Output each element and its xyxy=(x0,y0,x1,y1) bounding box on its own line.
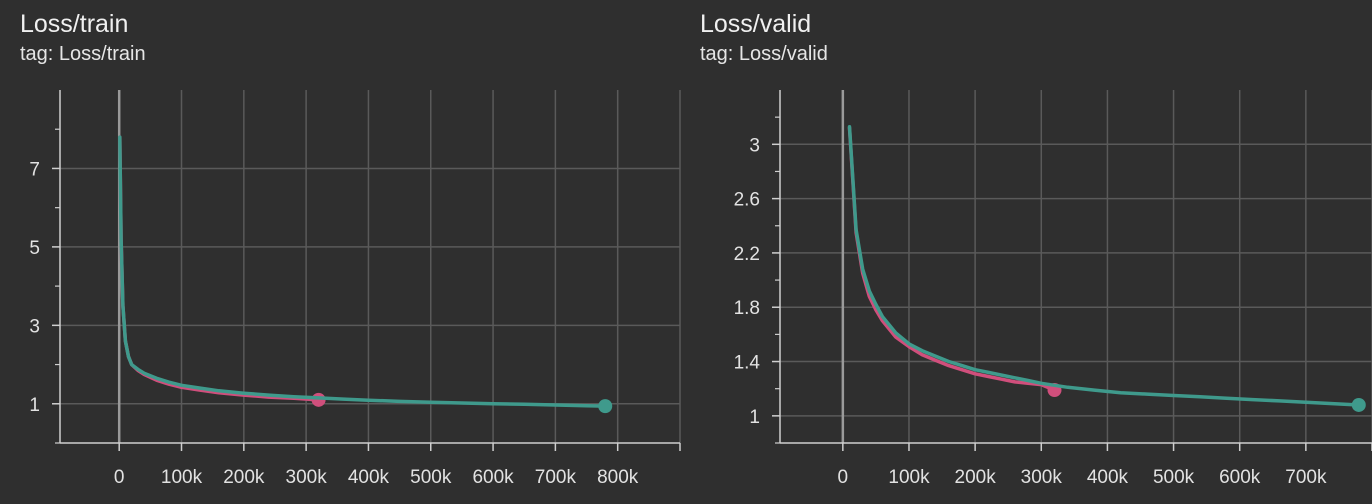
x-tick-label: 600k xyxy=(1219,467,1261,488)
series-line xyxy=(847,126,1057,392)
x-tick-label: 300k xyxy=(1021,467,1063,488)
x-tick-label: 500k xyxy=(410,467,452,488)
chart-panel-train: Loss/train tag: Loss/train 1 3 5 7 0 100k 200k… xyxy=(20,10,681,488)
y-tick-label: 1.4 xyxy=(734,353,761,374)
y-tick-label: 1 xyxy=(29,395,40,416)
y-tick-label: 2.2 xyxy=(734,244,760,265)
loss-valid-chart: 1 1.4 1.8 2.2 2.6 3 0 100k 200k 300k 400k 500k 600k 7… xyxy=(734,90,1372,488)
y-tick-label: 1 xyxy=(749,407,760,428)
x-tick-label: 700k xyxy=(1285,467,1327,488)
x-tick-label: 0 xyxy=(114,467,125,488)
series-end-marker xyxy=(1351,397,1366,412)
x-tick-label: 400k xyxy=(348,467,390,488)
y-tick-label: 3 xyxy=(29,316,40,337)
x-tick-label: 800k xyxy=(597,467,639,488)
series-line xyxy=(118,135,321,402)
y-tick-label: 2.6 xyxy=(734,190,760,211)
chart-title: Loss/train xyxy=(20,10,129,38)
chart-panel-valid: Loss/valid tag: Loss/valid 1 1.4 1.8 2.2 2.6… xyxy=(686,0,1372,504)
loss-train-chart: 1 3 5 7 0 100k 200k 300k 400k 500k 600k 700k 800k xyxy=(29,90,681,488)
x-tick-label: 600k xyxy=(472,467,514,488)
y-tick-label: 3 xyxy=(749,135,760,156)
y-tick-label: 1.8 xyxy=(734,298,760,319)
x-tick-label: 700k xyxy=(535,467,577,488)
chart-tag: tag: Loss/train xyxy=(20,43,146,65)
y-tick-label: 5 xyxy=(29,238,40,259)
x-tick-label: 500k xyxy=(1153,467,1195,488)
x-tick-label: 200k xyxy=(955,467,997,488)
series-line xyxy=(118,135,607,408)
chart-tag: tag: Loss/valid xyxy=(700,43,828,65)
x-tick-label: 0 xyxy=(838,467,849,488)
x-tick-label: 100k xyxy=(888,467,930,488)
y-tick-label: 7 xyxy=(29,159,40,180)
series-line xyxy=(847,124,1361,407)
x-tick-label: 400k xyxy=(1087,467,1129,488)
x-tick-label: 200k xyxy=(223,467,265,488)
series-end-marker xyxy=(598,399,613,414)
x-tick-label: 100k xyxy=(161,467,203,488)
x-tick-label: 300k xyxy=(286,467,328,488)
chart-title: Loss/valid xyxy=(700,10,812,38)
